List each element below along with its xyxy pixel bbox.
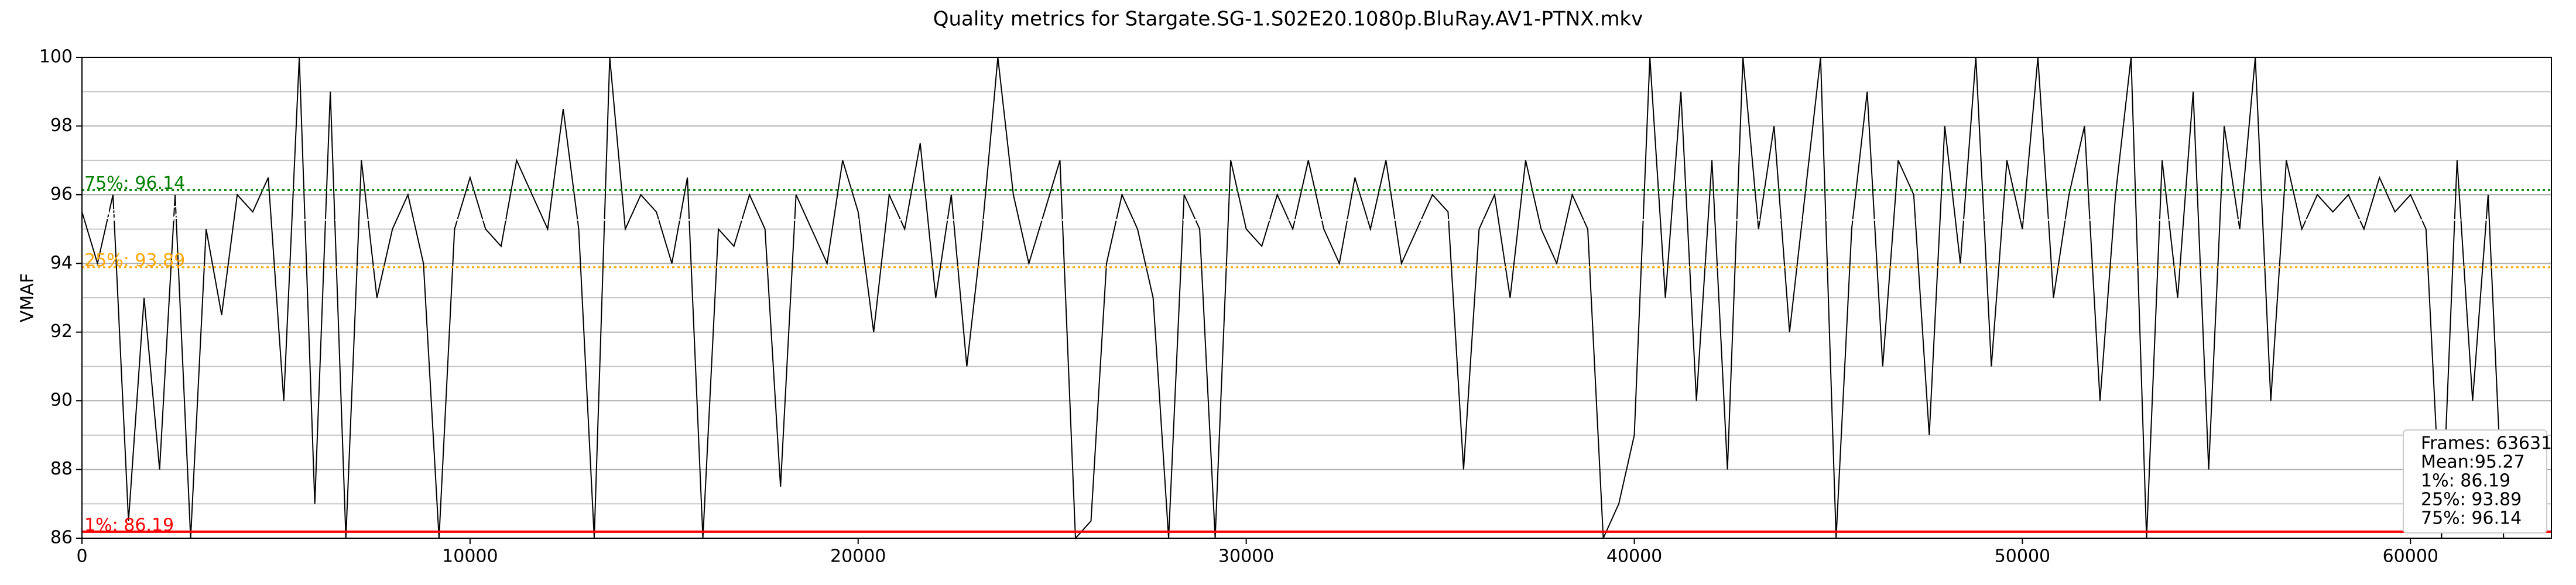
reference-label: 25%: 93.89 bbox=[84, 250, 185, 271]
y-tick-label: 86 bbox=[50, 528, 73, 548]
stats-box bbox=[2403, 429, 2547, 534]
stats-text: 25%: 93.89 bbox=[2421, 490, 2522, 510]
y-tick-label: 98 bbox=[50, 115, 73, 136]
x-tick-label: 30000 bbox=[1218, 546, 1274, 567]
vmaf-line bbox=[81, 57, 2505, 540]
y-tick-label: 94 bbox=[50, 253, 73, 273]
y-tick-label: 92 bbox=[50, 321, 73, 342]
plot-frame bbox=[81, 57, 2552, 539]
x-tick-label: 60000 bbox=[2383, 546, 2438, 567]
x-tick-label: 40000 bbox=[1606, 546, 1662, 567]
y-axis-label: VMAF bbox=[18, 273, 38, 322]
y-tick-label: 90 bbox=[50, 390, 73, 411]
reference-label: Mean: 95.27 bbox=[84, 203, 194, 223]
y-tick-label: 88 bbox=[50, 459, 73, 479]
stats-text: Frames: 63631 bbox=[2421, 433, 2552, 454]
stats-text: 1%: 86.19 bbox=[2421, 471, 2510, 491]
reference-label: 1%: 86.19 bbox=[84, 515, 174, 535]
y-tick-label: 96 bbox=[50, 184, 73, 204]
x-tick-label: 0 bbox=[76, 546, 87, 567]
stats-text: Mean:95.27 bbox=[2421, 452, 2525, 473]
stats-text: 75%: 96.14 bbox=[2421, 508, 2522, 529]
y-tick-label: 100 bbox=[39, 47, 73, 67]
x-tick-label: 50000 bbox=[1995, 546, 2050, 567]
x-tick-label: 20000 bbox=[830, 546, 886, 567]
reference-label: 75%: 96.14 bbox=[84, 173, 185, 194]
x-tick-label: 10000 bbox=[442, 546, 498, 567]
chart-title: Quality metrics for Stargate.SG-1.S02E20… bbox=[933, 8, 1643, 31]
